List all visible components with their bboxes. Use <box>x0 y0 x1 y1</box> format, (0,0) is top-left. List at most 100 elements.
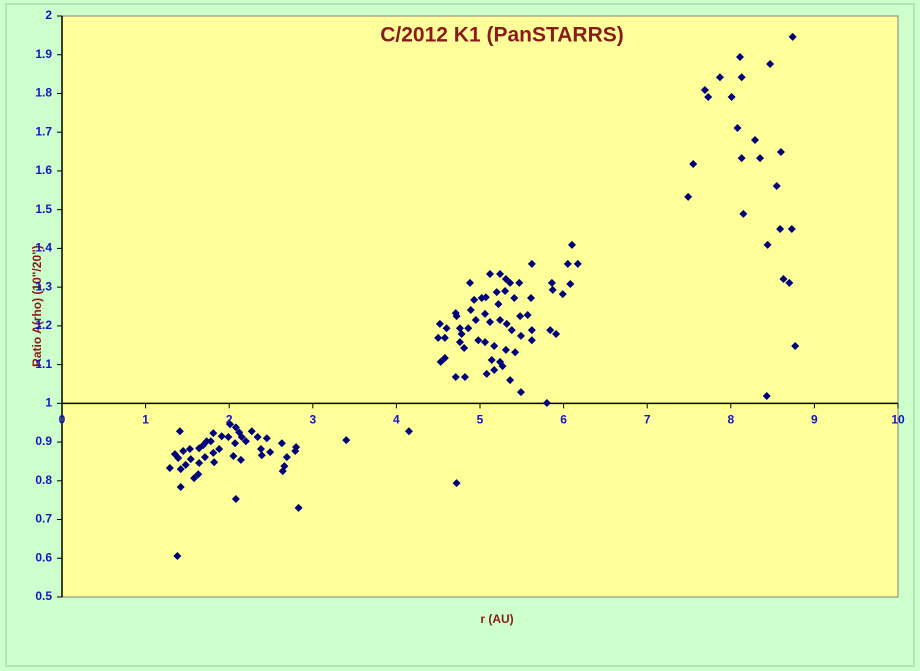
point <box>510 293 519 302</box>
point <box>241 437 250 446</box>
x-tick-label: 6 <box>560 413 567 427</box>
point <box>194 470 203 479</box>
point <box>465 278 474 287</box>
point <box>195 444 204 453</box>
point <box>176 465 185 474</box>
point <box>277 439 286 448</box>
point <box>751 135 760 144</box>
point <box>482 369 491 378</box>
point <box>435 319 444 328</box>
point <box>440 333 449 342</box>
point <box>739 209 748 218</box>
point <box>502 319 511 328</box>
point <box>455 324 464 333</box>
point <box>496 316 505 325</box>
y-tick-label: 1.6 <box>35 163 52 177</box>
point <box>511 348 520 357</box>
point <box>460 343 469 352</box>
point <box>548 285 557 294</box>
point <box>516 331 525 340</box>
point <box>291 446 300 455</box>
point <box>567 240 576 249</box>
y-tick-label: 1.2 <box>35 318 52 332</box>
y-tick-label: 1.1 <box>35 357 52 371</box>
point <box>516 312 525 321</box>
point <box>165 464 174 473</box>
point <box>247 427 256 436</box>
point <box>542 398 551 407</box>
y-tick-label: 0.6 <box>35 550 52 564</box>
point <box>181 460 190 469</box>
point <box>563 259 572 268</box>
point <box>173 551 182 560</box>
point <box>215 445 224 454</box>
point <box>195 458 204 467</box>
point <box>788 32 797 41</box>
point <box>434 333 443 342</box>
point <box>231 439 240 448</box>
chart-title: C/2012 K1 (PanSTARRS) <box>380 24 624 47</box>
point <box>256 445 265 454</box>
point <box>455 338 464 347</box>
point <box>257 451 266 460</box>
x-tick-label: 3 <box>309 413 316 427</box>
point <box>464 324 473 333</box>
point <box>209 429 218 438</box>
y-tick-label: 1.9 <box>35 47 52 61</box>
point <box>200 453 209 462</box>
point <box>224 433 233 442</box>
point <box>451 372 460 381</box>
point <box>342 436 351 445</box>
y-tick-label: 0.7 <box>35 512 52 526</box>
point <box>516 388 525 397</box>
point <box>175 427 184 436</box>
point <box>481 338 490 347</box>
point <box>700 85 709 94</box>
point <box>791 342 800 351</box>
point <box>762 391 771 400</box>
point <box>507 326 516 335</box>
point <box>266 448 275 457</box>
point <box>763 240 772 249</box>
y-tick-label: 1.7 <box>35 124 52 138</box>
point <box>566 280 575 289</box>
point <box>733 123 742 132</box>
point <box>481 309 490 318</box>
point <box>466 305 475 314</box>
plot-area <box>61 15 899 598</box>
point <box>186 455 195 464</box>
point <box>527 259 536 268</box>
point <box>179 446 188 455</box>
point <box>404 427 413 436</box>
point <box>236 455 245 464</box>
point <box>501 345 510 354</box>
y-tick-label: 0.8 <box>35 473 52 487</box>
point <box>231 423 240 432</box>
point <box>174 453 183 462</box>
y-tick-label: 1.5 <box>35 202 52 216</box>
point <box>190 474 199 483</box>
point <box>452 312 461 321</box>
point <box>280 462 289 471</box>
point <box>506 278 515 287</box>
point <box>498 362 507 371</box>
point <box>785 278 794 287</box>
point <box>235 428 244 437</box>
point <box>515 278 524 287</box>
point <box>185 445 194 454</box>
point <box>486 317 495 326</box>
point <box>546 326 555 335</box>
point <box>527 336 536 345</box>
point <box>471 316 480 325</box>
point <box>776 147 785 156</box>
point <box>262 434 271 443</box>
point <box>452 479 461 488</box>
x-tick-label: 7 <box>644 413 651 427</box>
point <box>552 330 561 339</box>
point <box>202 437 211 446</box>
point <box>210 458 219 467</box>
point <box>689 159 698 168</box>
point <box>523 311 532 320</box>
point <box>494 300 503 309</box>
point <box>436 357 445 366</box>
